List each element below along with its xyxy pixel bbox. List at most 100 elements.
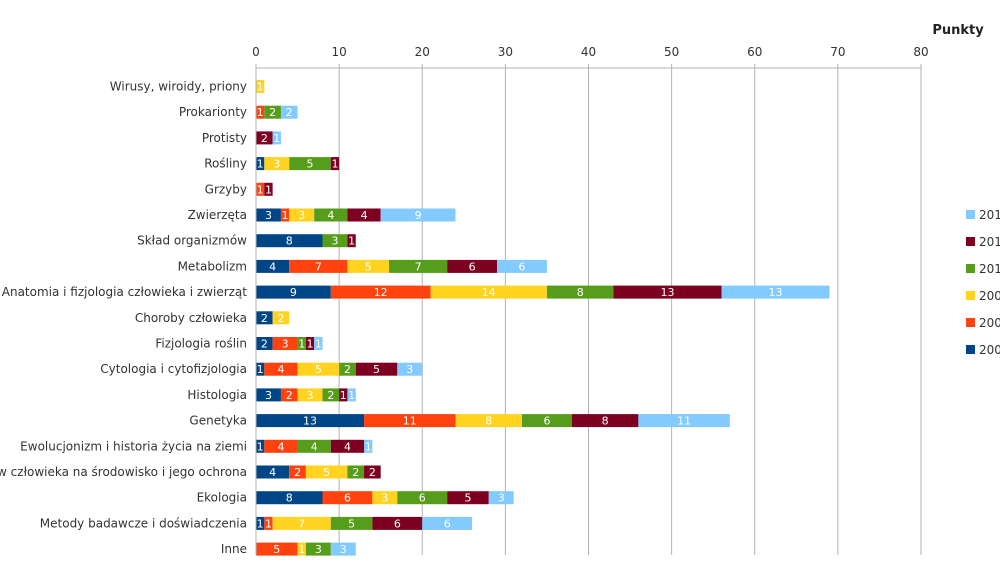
data-label: 1 <box>257 106 264 119</box>
bar-segment <box>314 337 323 350</box>
data-label: 13 <box>303 415 317 428</box>
bar-segment <box>272 311 290 325</box>
data-label: 3 <box>265 209 272 222</box>
data-label: 6 <box>469 260 476 273</box>
bar-segment <box>355 362 398 376</box>
bar-segment <box>289 157 331 171</box>
bar-segment <box>280 388 298 402</box>
legend-swatch <box>966 237 975 246</box>
data-label: 2 <box>344 363 351 376</box>
data-label: 5 <box>373 363 380 376</box>
bar-segment <box>264 439 298 453</box>
data-label: 1 <box>315 338 322 351</box>
bar-segment <box>305 337 315 350</box>
bar-segment <box>280 105 298 119</box>
bar-segment <box>297 542 306 556</box>
data-label: 11 <box>403 415 417 428</box>
bar-segment <box>347 259 389 273</box>
bar-segment <box>256 465 290 479</box>
bar-segment <box>256 105 265 119</box>
data-label: 4 <box>269 260 276 273</box>
bar-segment <box>721 285 830 299</box>
bar-segment <box>264 362 298 376</box>
bar-segment <box>256 414 365 428</box>
bar-segment <box>264 105 281 119</box>
data-label: 1 <box>348 389 355 402</box>
category-label: Skład organizmów <box>137 234 247 248</box>
data-label: 8 <box>485 415 492 428</box>
category-label: Zwierzęta <box>188 208 247 222</box>
data-label: 1 <box>257 81 264 94</box>
bar-segment <box>364 414 456 428</box>
bar-segment <box>256 182 265 196</box>
data-label: 1 <box>282 209 289 222</box>
data-label: 4 <box>311 440 318 453</box>
data-label: 4 <box>361 209 368 222</box>
bar-segment <box>497 259 547 273</box>
data-label: 5 <box>348 517 355 530</box>
bar-segment <box>546 285 614 299</box>
bar-segment <box>364 439 373 453</box>
bar-segment <box>256 491 323 505</box>
data-label: 1 <box>298 543 305 556</box>
bar-segment <box>256 439 265 453</box>
data-label: 2 <box>369 466 376 479</box>
legend-swatch <box>966 264 975 273</box>
data-label: 4 <box>327 209 334 222</box>
data-label: 8 <box>286 235 293 248</box>
data-label: 3 <box>340 543 347 556</box>
data-label: 6 <box>344 492 351 505</box>
bar-segment <box>272 516 331 530</box>
data-label: 5 <box>307 158 314 171</box>
bar-segment <box>297 439 331 453</box>
data-label: 5 <box>323 466 330 479</box>
bar-segment <box>330 285 431 299</box>
bar-segment <box>256 337 273 350</box>
data-label: 3 <box>406 363 413 376</box>
data-label: 11 <box>677 415 691 428</box>
bar-segment <box>256 80 265 93</box>
bar-segment <box>289 259 348 273</box>
data-label: 4 <box>269 466 276 479</box>
data-label: 1 <box>348 235 355 248</box>
bar-segment <box>280 208 290 222</box>
data-label: 6 <box>444 517 451 530</box>
bar-segment <box>256 516 265 530</box>
bar-segment <box>297 337 306 350</box>
bar-segment <box>256 311 273 325</box>
bar-segment <box>256 208 281 222</box>
bar-segment <box>430 285 547 299</box>
bar-segment <box>380 208 456 222</box>
bar-segment <box>322 234 348 248</box>
category-label: Choroby człowieka <box>135 311 247 325</box>
bar-segment <box>347 388 356 402</box>
bar-segment <box>447 491 489 505</box>
data-label: 2 <box>261 132 268 145</box>
bar-segment <box>347 208 381 222</box>
bar-segment <box>256 285 331 299</box>
bar-segment <box>522 414 572 428</box>
legend-label: 200 <box>979 343 1000 357</box>
data-label: 2 <box>261 312 268 325</box>
data-label: 1 <box>265 517 272 530</box>
data-label: 2 <box>269 106 276 119</box>
data-label: 9 <box>415 209 422 222</box>
category-label: Ekologia <box>197 491 247 505</box>
bar-segment <box>447 259 498 273</box>
data-label: 4 <box>277 440 284 453</box>
bar-segment <box>339 388 348 402</box>
data-label: 1 <box>340 389 347 402</box>
bar-segment <box>297 362 340 376</box>
legend-swatch <box>966 318 975 327</box>
x-tick-label: 40 <box>581 45 596 59</box>
bar-segment <box>256 131 273 145</box>
bar-segment <box>322 388 340 402</box>
bar-segment <box>613 285 722 299</box>
x-tick-label: 70 <box>830 45 845 59</box>
bar-segment <box>330 542 356 556</box>
bar-segment <box>256 362 265 376</box>
data-label: 12 <box>374 286 388 299</box>
legend-label: 200 <box>979 289 1000 303</box>
data-label: 7 <box>298 517 305 530</box>
